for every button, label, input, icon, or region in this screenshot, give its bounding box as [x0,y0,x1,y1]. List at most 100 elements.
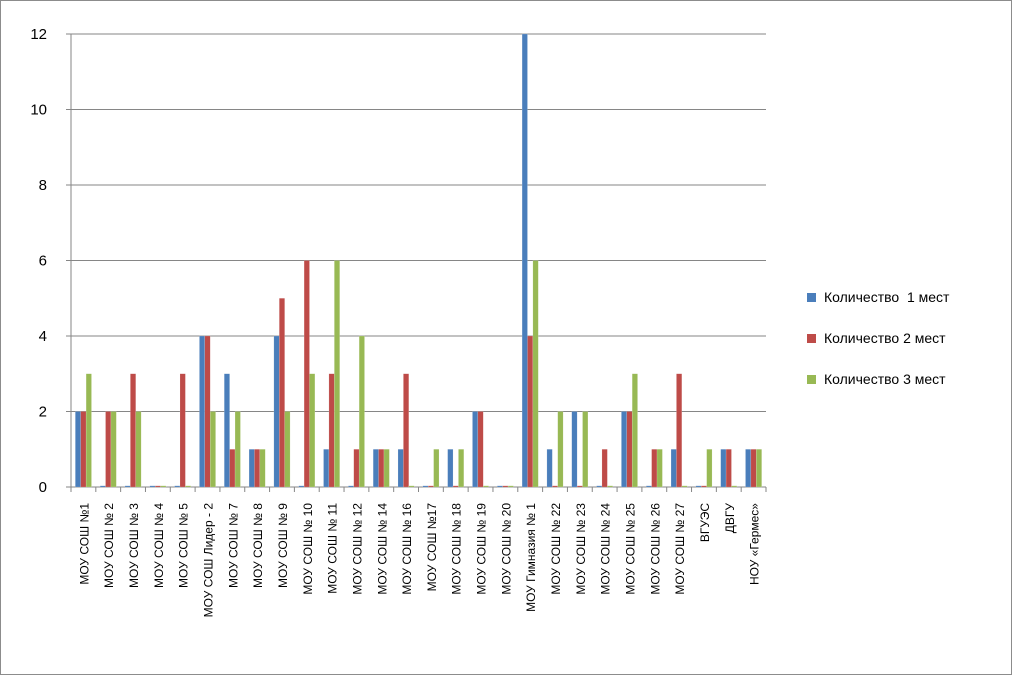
bar [656,449,663,488]
legend-label: Количество 2 мест [824,330,946,346]
bar [80,411,87,488]
bar [552,485,558,488]
x-tick-label: МОУ СОШ № 10 [301,503,315,595]
x-tick-label: МОУ СОШ № 5 [177,503,191,588]
bar [154,485,161,488]
bar [607,485,613,488]
legend-item: Количество 1 мест [807,287,1007,307]
bar [447,449,454,488]
bar [720,449,727,488]
bar [303,260,310,488]
bar [149,485,156,488]
bar [124,485,131,488]
bar [750,449,757,488]
x-tick-label: МОУ СОШ № 22 [549,503,563,595]
bar [160,485,167,488]
bar [323,449,330,488]
legend: Количество 1 мест Количество 2 мест Количе… [807,287,1007,410]
bar [85,373,92,488]
x-tick-label: МОУ СОШ №1 [77,503,91,585]
bar [358,335,365,488]
x-tick-label: МОУ СОШ № 11 [326,503,340,594]
x-tick-label: МОУ СОШ № 3 [127,503,141,588]
bar [695,485,702,488]
y-tick-label: 6 [39,253,47,270]
bar [279,298,285,488]
x-tick-label: МОУ Гимназия № 1 [524,503,538,612]
bar [725,449,732,488]
bar [99,485,106,488]
bar [582,411,589,488]
x-tick-label: МОУ СОШ № 12 [350,503,364,595]
bar [596,485,603,488]
bar [309,373,316,488]
bar [670,449,677,488]
x-tick-label: МОУ СОШ № 2 [102,503,116,588]
bar [348,485,354,488]
y-tick-label: 2 [39,404,47,421]
legend-item: Количество 3 мест [807,369,1007,389]
bar [601,449,608,488]
bar [521,33,528,488]
bar [185,485,191,488]
bar [408,485,415,488]
bar [527,335,534,488]
bar [174,485,181,488]
y-tick-label: 4 [39,328,47,345]
x-tick-label: МОУ СОШ № 25 [623,503,637,595]
bar [110,411,117,488]
bar [532,260,539,488]
y-tick-label: 0 [39,479,47,496]
bar [378,449,385,488]
x-tick-label: МОУ СОШ № 26 [648,503,662,595]
x-tick-label: МОУ СОШ № 23 [574,503,588,595]
y-tick-label: 8 [39,177,47,194]
bar [433,449,440,488]
bar [372,449,379,488]
bar [422,485,429,488]
bar [502,485,509,488]
y-tick-label: 10 [30,102,47,119]
bar [179,373,186,488]
bar [483,485,489,488]
bar [497,485,503,488]
bar [576,485,583,488]
bar [75,411,81,488]
x-tick-label: МОУ СОШ № 19 [475,503,489,595]
x-tick-label: МОУ СОШ № 16 [400,503,414,595]
bar [259,449,266,488]
bar [403,373,409,488]
legend-swatch [807,374,816,384]
bar [646,485,652,488]
bar [571,411,578,488]
bar [631,373,638,488]
x-tick-label: ДВГУ [723,503,737,534]
x-tick-label: МОУ СОШ № 27 [673,503,687,595]
legend-item: Количество 2 мест [807,328,1007,348]
bar [546,449,553,488]
bar [745,449,752,488]
x-tick-label: МОУ СОШ № 9 [276,503,290,588]
x-tick-label: МОУ СОШ № 4 [152,503,166,588]
bar [234,411,241,488]
bar [135,411,142,488]
bar [273,335,280,488]
bar [298,485,305,488]
legend-swatch [807,292,816,302]
x-tick-label: МОУ СОШ № 8 [251,503,265,588]
bar [731,485,738,488]
bar [706,449,713,488]
bar [199,335,206,488]
bar [701,485,707,488]
bar [229,449,236,488]
bar [621,411,627,488]
bar [397,449,404,488]
x-tick-label: ВГУЭС [698,503,712,542]
bar [248,449,255,488]
x-tick-label: МОУ СОШ № 18 [450,503,464,595]
bar [105,411,112,488]
bar [676,373,683,488]
bar [284,411,291,488]
